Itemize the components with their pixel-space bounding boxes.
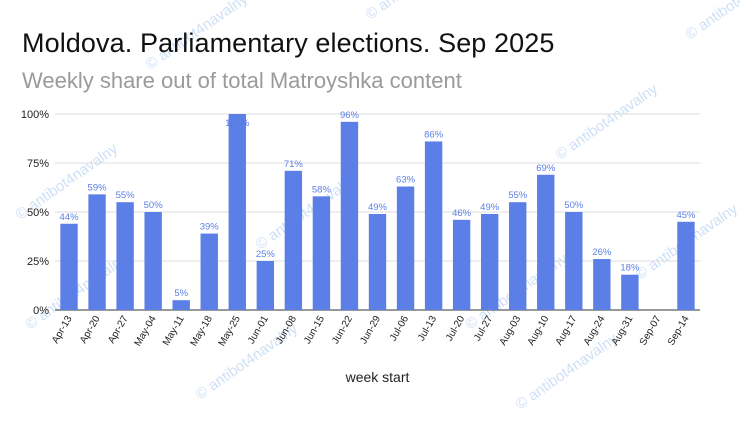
data-label: 71% xyxy=(284,159,304,170)
data-label: 39% xyxy=(200,222,220,233)
y-tick-label: 50% xyxy=(27,207,49,219)
data-label: 86% xyxy=(424,129,444,140)
data-labels: 44% 59% 55% 50% 5% 39% 100% 25% 71% 58% 96% 49% 63% 8… xyxy=(60,110,697,299)
y-tick-label: 100% xyxy=(21,109,49,121)
x-tick-label: Apr-27 xyxy=(106,314,131,346)
bar xyxy=(677,221,695,310)
x-tick-label: Apr-13 xyxy=(50,314,75,346)
bar xyxy=(424,141,443,310)
data-label: 25% xyxy=(256,249,276,260)
x-tick-label: Sep-07 xyxy=(638,314,664,348)
data-label: 63% xyxy=(396,175,416,186)
data-label: 59% xyxy=(88,182,108,193)
bar xyxy=(284,170,303,310)
bar xyxy=(565,212,583,310)
data-label: 49% xyxy=(480,202,500,213)
x-tick-label: Apr-20 xyxy=(78,314,103,346)
y-tick-label: 0% xyxy=(33,305,49,317)
bars xyxy=(60,114,695,310)
bar xyxy=(144,212,162,310)
x-tick-label: Aug-31 xyxy=(610,314,636,348)
x-tick-label: Aug-17 xyxy=(554,314,580,348)
data-label: 46% xyxy=(452,208,472,219)
watermark-text: © antibot4navalny xyxy=(553,80,662,163)
chart-title: Moldova. Parliamentary elections. Sep 20… xyxy=(22,28,555,58)
bar xyxy=(340,121,359,310)
data-label: 58% xyxy=(312,184,332,195)
bar xyxy=(480,213,499,310)
bar xyxy=(537,174,555,310)
x-tick-label: Jul-06 xyxy=(388,314,411,343)
watermark-text: © antibot4navalny xyxy=(683,0,740,43)
bar xyxy=(452,219,471,310)
data-label: 55% xyxy=(508,190,528,201)
bar xyxy=(396,186,415,310)
y-tick-label: 25% xyxy=(27,256,49,268)
data-label: 96% xyxy=(340,110,360,121)
x-tick-label: Jun-22 xyxy=(330,314,355,346)
x-tick-label: Jun-29 xyxy=(358,314,383,346)
x-tick-label: May-25 xyxy=(217,314,243,349)
bar xyxy=(368,213,387,310)
x-tick-label: Sep-14 xyxy=(666,314,692,348)
x-tick-label: Jul-13 xyxy=(416,314,439,343)
chart-subtitle: Weekly share out of total Matroyshka con… xyxy=(22,68,462,93)
x-tick-label: May-18 xyxy=(189,314,215,349)
data-label: 50% xyxy=(144,200,164,211)
bar xyxy=(88,194,106,310)
data-label: 49% xyxy=(368,202,388,213)
x-tick-label: Jun-15 xyxy=(302,314,327,346)
x-tick-label: May-11 xyxy=(161,314,187,348)
data-label: 18% xyxy=(620,263,640,274)
data-label: 50% xyxy=(564,200,584,211)
data-label: 5% xyxy=(174,288,188,299)
x-tick-label: Aug-03 xyxy=(498,314,524,348)
bar xyxy=(509,202,527,310)
data-label: 69% xyxy=(536,163,556,174)
data-label: 44% xyxy=(60,212,80,223)
bar xyxy=(228,114,246,310)
bar xyxy=(621,274,639,310)
bar xyxy=(60,223,78,310)
x-tick-label: Aug-10 xyxy=(526,314,552,348)
bar xyxy=(172,300,190,310)
y-axis-ticks: 0% 25% 50% 75% 100% xyxy=(21,109,49,317)
data-label: 45% xyxy=(676,210,696,221)
bar xyxy=(116,202,134,310)
bar xyxy=(593,259,611,310)
watermark-text: © antibot4navalny xyxy=(363,0,472,23)
data-label: 26% xyxy=(592,247,612,258)
bar xyxy=(312,196,331,310)
bar xyxy=(256,261,275,310)
x-tick-label: Jul-20 xyxy=(444,314,467,343)
x-tick-label: May-04 xyxy=(133,314,159,349)
data-label: 100% xyxy=(225,118,250,129)
x-axis-label: week start xyxy=(345,369,410,385)
data-label: 55% xyxy=(116,190,136,201)
bar xyxy=(200,233,218,310)
y-tick-label: 75% xyxy=(27,158,49,170)
